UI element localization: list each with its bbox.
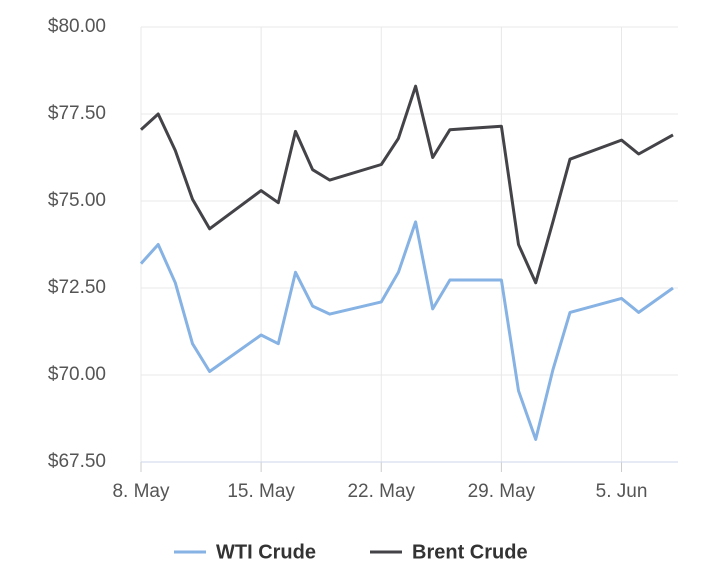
y-tick-label: $72.50 bbox=[48, 277, 106, 298]
legend-label: Brent Crude bbox=[412, 541, 528, 563]
x-tick-label: 5. Jun bbox=[596, 481, 648, 502]
x-tick-label: 15. May bbox=[227, 481, 295, 502]
y-tick-label: $70.00 bbox=[48, 364, 106, 385]
line-series bbox=[139, 220, 674, 441]
y-tick-label: $80.00 bbox=[48, 16, 106, 37]
y-tick-label: $67.50 bbox=[48, 451, 106, 472]
line-series bbox=[139, 84, 674, 285]
y-tick-label: $75.00 bbox=[48, 190, 106, 211]
x-tick-label: 29. May bbox=[468, 481, 536, 502]
y-tick-label: $77.50 bbox=[48, 103, 106, 124]
legend-label: WTI Crude bbox=[216, 541, 316, 563]
x-tick-label: 8. May bbox=[112, 481, 170, 502]
x-tick-label: 22. May bbox=[347, 481, 415, 502]
